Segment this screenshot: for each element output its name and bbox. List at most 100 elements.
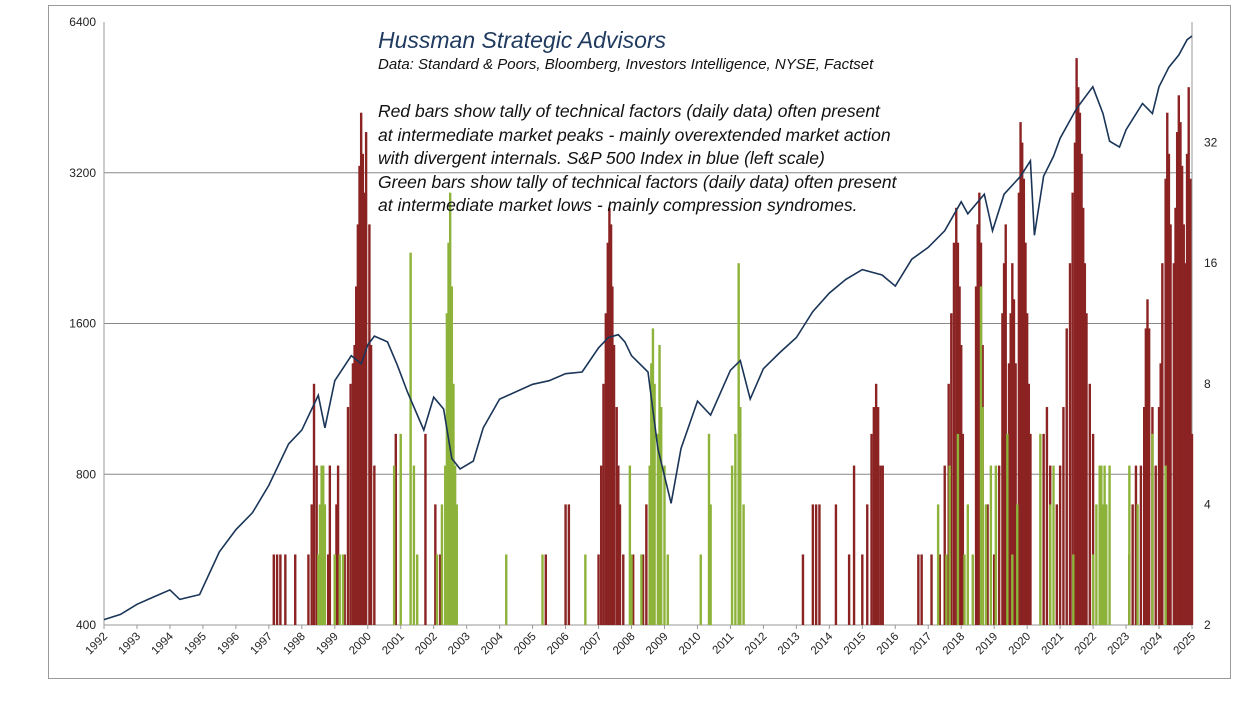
red-bar [1024,242,1027,626]
green-bar [651,328,655,625]
red-bar [938,554,941,625]
red-bar [346,407,350,625]
green-bar [936,504,940,625]
left-tick-label: 400 [76,618,96,632]
green-bar [1128,465,1131,625]
x-tick-label: 1994 [149,630,176,657]
green-bar [338,554,341,625]
green-bar [455,504,458,625]
red-bar [645,504,648,625]
green-bar [707,433,711,625]
green-bar [1103,465,1106,625]
red-bar [872,407,876,625]
green-bar [322,465,325,625]
red-bar [1001,313,1004,625]
red-bar [439,554,442,625]
red-bar [1021,142,1024,625]
x-tick-label: 1995 [182,631,209,658]
green-bar [341,554,345,625]
red-bar [1073,142,1077,625]
red-bar [356,224,360,625]
red-bar [284,554,287,625]
red-bar [315,465,318,625]
red-bar [599,465,603,625]
red-bar [917,554,920,625]
red-bar [434,504,437,625]
red-bar [612,344,616,625]
red-bar [364,132,368,625]
red-bar [641,554,645,625]
green-bar [666,554,669,625]
red-bar [351,363,355,625]
red-bar [1011,263,1014,625]
green-bar [317,554,320,625]
x-tick-label: 2013 [776,631,803,658]
green-bars-series [317,192,1167,626]
red-bar [1157,407,1161,625]
red-bar [943,465,946,625]
description-line: Green bars show tally of technical facto… [378,171,897,192]
green-bar [956,433,960,625]
x-tick-label: 2017 [908,631,935,658]
green-bar [1039,433,1042,625]
red-bar [353,344,356,625]
red-bar [361,153,365,626]
red-bar [363,192,366,626]
red-bar [881,465,884,625]
x-tick-label: 2005 [512,631,539,658]
x-tick-label: 2022 [1073,631,1100,658]
sp500-line [103,35,1193,621]
green-bar [1016,504,1019,625]
green-bar [1049,504,1052,625]
red-bar [1082,207,1085,625]
green-bar [984,504,988,625]
red-bar [355,286,358,625]
green-bar [412,465,416,625]
x-tick-label: 2010 [677,631,704,658]
data-source-note: Data: Standard & Poors, Bloomberg, Inves… [378,56,874,73]
green-bar [709,504,712,625]
right-tick-label: 16 [1204,256,1218,270]
green-bar [650,363,653,625]
red-bar [874,383,878,625]
green-bar [452,383,455,625]
red-bar [879,465,882,625]
x-tick-label: 1993 [117,631,144,658]
red-bar [801,554,805,625]
red-bar [326,554,330,625]
red-bar [1012,299,1016,625]
red-bar [866,504,869,625]
red-bar [1071,192,1074,626]
red-bar [1142,407,1146,625]
red-bar [1014,363,1017,625]
description-note: Red bars show tally of technical factors… [378,100,896,218]
x-axis-ticks: 1992 1993 1994 1995 1996 1997 1998 1999 2000 2001… [84,625,1199,658]
green-bar [963,554,966,625]
red-bar [609,224,613,625]
red-bar [1055,504,1059,625]
red-bar [336,465,340,625]
green-bar [392,465,396,625]
red-bar [368,224,371,625]
x-tick-label: 1998 [281,631,308,658]
x-tick-label: 2019 [974,631,1001,658]
green-bar [989,465,993,625]
x-tick-label: 2006 [545,631,572,658]
red-bar [604,313,607,625]
red-bar [611,286,614,625]
red-bar [567,504,571,625]
x-tick-label: 2007 [578,631,605,658]
description-line: at intermediate market lows - mainly com… [378,195,858,215]
green-bar [994,465,998,625]
red-bar [1017,192,1021,626]
right-tick-label: 32 [1204,136,1218,150]
right-tick-label: 4 [1204,497,1211,511]
x-tick-label: 2025 [1172,631,1199,658]
red-bar [1169,224,1172,625]
green-bar [333,554,336,625]
green-bar [399,433,402,625]
green-bar [584,554,587,625]
red-bar [961,433,965,625]
red-bar [328,465,332,625]
red-bar [294,554,297,625]
